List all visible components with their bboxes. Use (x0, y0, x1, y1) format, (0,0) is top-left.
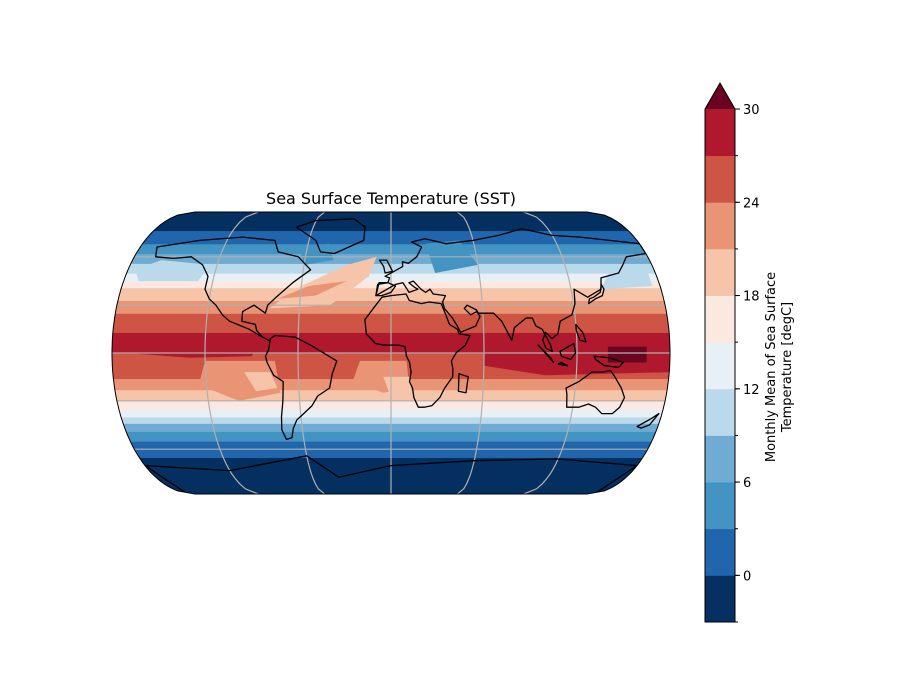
colorbar-swatch (705, 248, 735, 296)
map-area (111, 211, 671, 495)
colorbar-label-line1: Monthly Mean of Sea Surface (764, 272, 779, 462)
coastlines (144, 218, 660, 494)
colorbar-swatch (705, 575, 735, 623)
colorbar-tick-label: 24 (743, 196, 760, 211)
colorbar-tick-label: 12 (743, 383, 760, 398)
colorbar-label-line2: Temperature [degC] (780, 302, 795, 433)
colorbar-swatch (705, 295, 735, 343)
colorbar-ticks: 0 6 12 18 24 30 (735, 103, 760, 623)
graticule-lines (112, 212, 670, 494)
colorbar-extend-arrow (705, 83, 735, 109)
colorbar-tick-label: 18 (743, 290, 760, 305)
colorbar-swatch (705, 109, 735, 157)
colorbar-tick-label: 30 (743, 103, 760, 118)
colorbar-tick-label: 0 (743, 569, 751, 584)
colorbar-outline (704, 81, 736, 623)
colorbar-swatches (705, 109, 735, 623)
colorbar-swatch (705, 435, 735, 483)
colorbar-swatch (705, 202, 735, 250)
colorbar-swatch (705, 482, 735, 530)
colorbar: 0 6 12 18 24 30 Monthly Mean of Sea Surface T… (704, 81, 795, 623)
map-boundary (111, 211, 671, 495)
colorbar-swatch (705, 388, 735, 436)
colorbar-swatch (705, 155, 735, 203)
map-title: Sea Surface Temperature (SST) (266, 189, 516, 208)
colorbar-swatch (705, 342, 735, 390)
colorbar-swatch (705, 528, 735, 576)
colorbar-tick-label: 6 (743, 476, 751, 491)
